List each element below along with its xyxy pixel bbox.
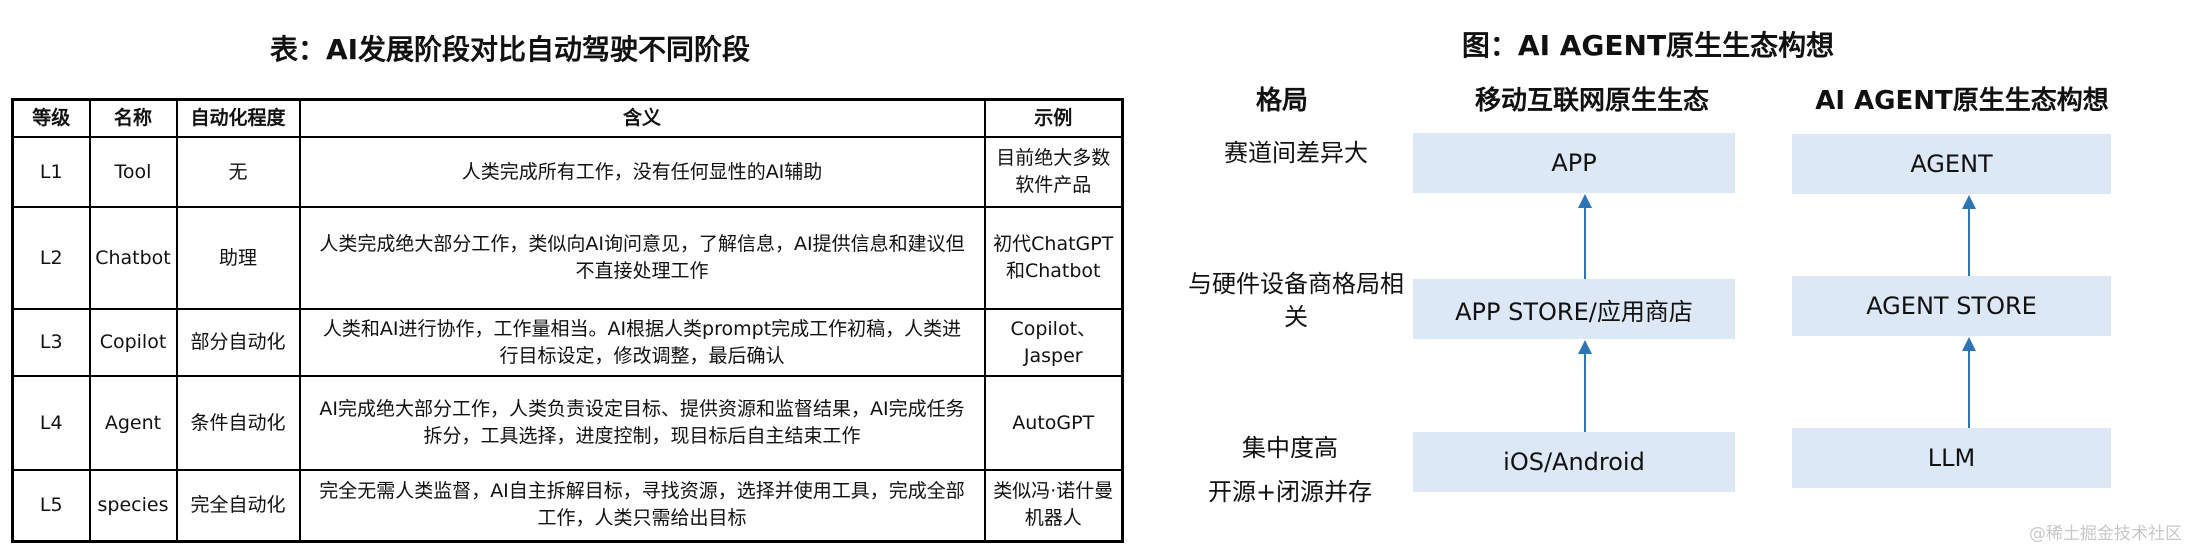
cell-automation: 完全自动化 bbox=[175, 469, 301, 542]
cell-name: species bbox=[88, 469, 178, 542]
table-row: L5 species 完全自动化 完全无需人类监督，AI自主拆解目标，寻找资源，选择并… bbox=[11, 469, 1124, 542]
box-ios-android: iOS/Android bbox=[1413, 432, 1735, 492]
table-title: 表：AI发展阶段对比自动驾驶不同阶段 bbox=[269, 33, 751, 66]
cell-level: L3 bbox=[11, 308, 91, 377]
header-name: 名称 bbox=[88, 98, 178, 138]
cell-example: 初代ChatGPT和Chatbot bbox=[983, 206, 1124, 310]
table-row: L1 Tool 无人类完成所有工作，没有任何显性的AI辅助 目前绝大多数软件产品 bbox=[11, 136, 1124, 208]
header-automation: 自动化程度 bbox=[175, 98, 301, 138]
diagram-title: 图：AI AGENT原生生态构想 bbox=[1461, 29, 1835, 62]
watermark: @稀土掘金技术社区 bbox=[2029, 524, 2182, 544]
row-label-4: 开源+闭源并存 bbox=[1207, 478, 1373, 506]
col-header-agent: AI AGENT原生生态构想 bbox=[1815, 86, 2109, 116]
row-label-1: 赛道间差异大 bbox=[1224, 139, 1368, 167]
cell-level: L4 bbox=[11, 375, 91, 471]
arrow-up-icon bbox=[1962, 337, 1976, 428]
cell-name: Chatbot bbox=[88, 206, 178, 310]
box-app-store: APP STORE/应用商店 bbox=[1413, 279, 1735, 339]
cell-automation: 助理 bbox=[175, 206, 301, 310]
cell-automation: 无 bbox=[175, 136, 301, 208]
table-header-row: 等级 名称 自动化程度 含义 示例 bbox=[11, 98, 1124, 138]
cell-example: AutoGPT bbox=[983, 375, 1124, 471]
cell-automation: 部分自动化 bbox=[175, 308, 301, 377]
box-agent-store: AGENT STORE bbox=[1792, 276, 2111, 336]
box-app: APP bbox=[1413, 133, 1735, 193]
col-header-mobile: 移动互联网原生生态 bbox=[1474, 86, 1710, 116]
cell-level: L5 bbox=[11, 469, 91, 542]
cell-meaning: 人类完成所有工作，没有任何显性的AI辅助 bbox=[298, 136, 986, 208]
arrow-up-icon bbox=[1578, 340, 1592, 432]
cell-meaning: AI完成绝大部分工作，人类负责设定目标、提供资源和监督结果，AI完成任务拆分，工… bbox=[298, 375, 986, 471]
cell-meaning: 人类和AI进行协作，工作量相当。AI根据人类prompt完成工作初稿，人类进行目… bbox=[298, 308, 986, 377]
row-label-2: 与硬件设备商格局相关 bbox=[1188, 270, 1404, 331]
cell-name: Copilot bbox=[88, 308, 178, 377]
table-row: L2 Chatbot 助理 人类完成绝大部分工作，类似向AI询问意见，了解信息，AI提… bbox=[11, 206, 1124, 310]
arrow-up-icon bbox=[1578, 194, 1592, 279]
cell-example: Copilot、Jasper bbox=[983, 308, 1124, 377]
cell-automation: 条件自动化 bbox=[175, 375, 301, 471]
box-agent: AGENT bbox=[1792, 134, 2111, 194]
box-llm: LLM bbox=[1792, 428, 2111, 488]
table-row: L3 Copilot 部分自动化 人类和AI进行协作，工作量相当。AI根据人类prom… bbox=[11, 308, 1124, 377]
header-example: 示例 bbox=[983, 98, 1124, 138]
cell-meaning: 人类完成绝大部分工作，类似向AI询问意见，了解信息，AI提供信息和建议但不直接处… bbox=[298, 206, 986, 310]
row-label-3: 集中度高 bbox=[1242, 434, 1338, 462]
cell-level: L2 bbox=[11, 206, 91, 310]
cell-example: 目前绝大多数软件产品 bbox=[983, 136, 1124, 208]
header-level: 等级 bbox=[11, 98, 91, 138]
cell-name: Agent bbox=[88, 375, 178, 471]
table-row: L4 Agent 条件自动化 AI完成绝大部分工作，人类负责设定目标、提供资源和监督结… bbox=[11, 375, 1124, 471]
arrow-up-icon bbox=[1962, 195, 1976, 276]
ai-stages-table: 等级 名称 自动化程度 含义 示例 L1 Tool 无人类完成所有工作，没有任何显性… bbox=[11, 98, 1124, 543]
cell-level: L1 bbox=[11, 136, 91, 208]
header-meaning: 含义 bbox=[298, 98, 986, 138]
cell-meaning: 完全无需人类监督，AI自主拆解目标，寻找资源，选择并使用工具，完成全部工作，人类… bbox=[298, 469, 986, 542]
cell-example: 类似冯·诺什曼机器人 bbox=[983, 469, 1124, 542]
cell-name: Tool bbox=[88, 136, 178, 208]
col-header-pattern: 格局 bbox=[1255, 86, 1309, 116]
